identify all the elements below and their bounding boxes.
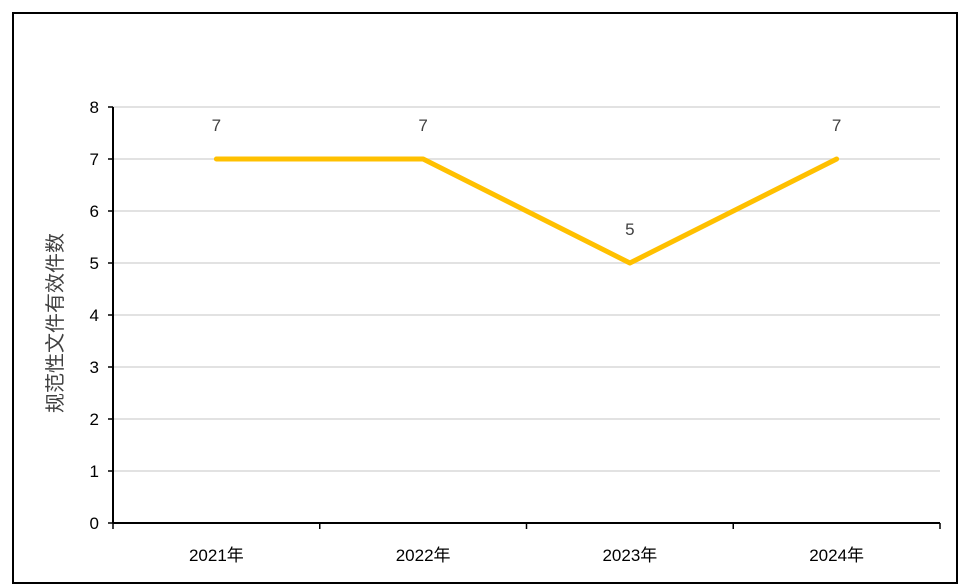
data-label: 7 — [832, 116, 841, 135]
data-label: 5 — [625, 220, 634, 239]
y-axis-title: 规范性文件有效件数 — [43, 233, 67, 413]
data-label: 7 — [418, 116, 427, 135]
y-tick-label: 1 — [90, 462, 99, 481]
x-tick-label: 2022年 — [396, 546, 451, 565]
y-tick-label: 8 — [90, 98, 99, 117]
y-tick-label: 6 — [90, 202, 99, 221]
y-tick-labels: 0 1 2 3 4 5 6 7 8 — [90, 98, 99, 533]
y-tick-label: 4 — [90, 306, 99, 325]
y-tick-label: 3 — [90, 358, 99, 377]
y-tick-label: 5 — [90, 254, 99, 273]
x-tick-label: 2024年 — [809, 546, 864, 565]
y-tick-label: 7 — [90, 150, 99, 169]
x-tick-label: 2021年 — [189, 546, 244, 565]
axes — [108, 106, 941, 529]
series-lines — [213, 156, 840, 266]
gridlines — [113, 106, 940, 472]
data-labels: 7 7 5 7 — [212, 116, 842, 239]
series-line — [213, 156, 840, 266]
x-tick-label: 2023年 — [602, 546, 657, 565]
data-label: 7 — [212, 116, 221, 135]
x-tick-labels: 2021年 2022年 2023年 2024年 — [189, 546, 864, 565]
y-tick-label: 2 — [90, 410, 99, 429]
y-tick-label: 0 — [90, 514, 99, 533]
